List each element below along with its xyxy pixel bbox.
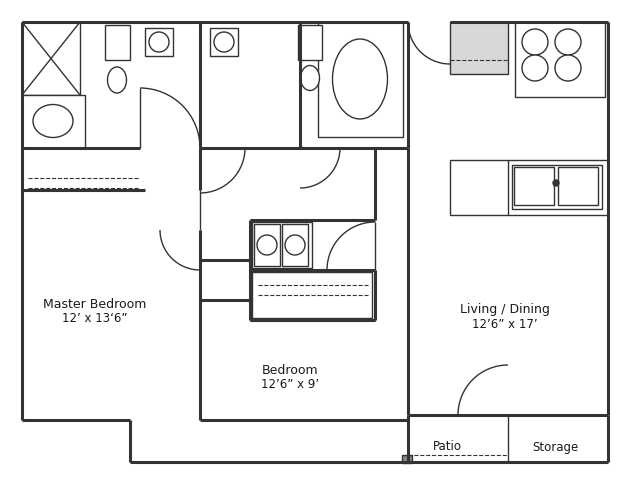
Bar xyxy=(145,28,173,56)
Bar xyxy=(210,28,238,56)
Ellipse shape xyxy=(301,65,319,91)
Circle shape xyxy=(522,55,548,81)
Bar xyxy=(282,224,308,266)
Bar xyxy=(318,22,403,137)
Ellipse shape xyxy=(149,32,169,52)
Bar xyxy=(105,25,130,60)
Bar xyxy=(450,22,508,74)
Text: 12’6” x 9’: 12’6” x 9’ xyxy=(261,377,319,391)
Circle shape xyxy=(555,29,581,55)
Bar xyxy=(402,455,412,463)
Bar xyxy=(254,224,280,266)
Bar xyxy=(558,167,598,205)
Bar xyxy=(515,22,605,97)
Bar xyxy=(512,165,602,209)
Bar xyxy=(252,272,372,318)
Text: 12’6” x 17’: 12’6” x 17’ xyxy=(472,317,538,331)
Circle shape xyxy=(285,235,305,255)
Ellipse shape xyxy=(33,105,73,137)
Ellipse shape xyxy=(333,39,387,119)
Bar xyxy=(22,95,85,148)
Bar xyxy=(22,22,80,95)
Circle shape xyxy=(555,55,581,81)
Circle shape xyxy=(257,235,277,255)
Circle shape xyxy=(553,180,559,186)
Ellipse shape xyxy=(214,32,234,52)
Text: 12’ x 13‘6”: 12’ x 13‘6” xyxy=(62,312,128,325)
Bar xyxy=(252,222,312,268)
Ellipse shape xyxy=(108,67,127,93)
Text: Living / Dining: Living / Dining xyxy=(460,303,550,316)
Text: Master Bedroom: Master Bedroom xyxy=(43,299,147,312)
Circle shape xyxy=(522,29,548,55)
Bar xyxy=(298,25,322,60)
Text: Bedroom: Bedroom xyxy=(261,363,318,376)
Bar xyxy=(514,167,554,205)
Bar xyxy=(450,160,608,215)
Text: Patio: Patio xyxy=(433,441,462,454)
Text: Storage: Storage xyxy=(532,441,578,454)
